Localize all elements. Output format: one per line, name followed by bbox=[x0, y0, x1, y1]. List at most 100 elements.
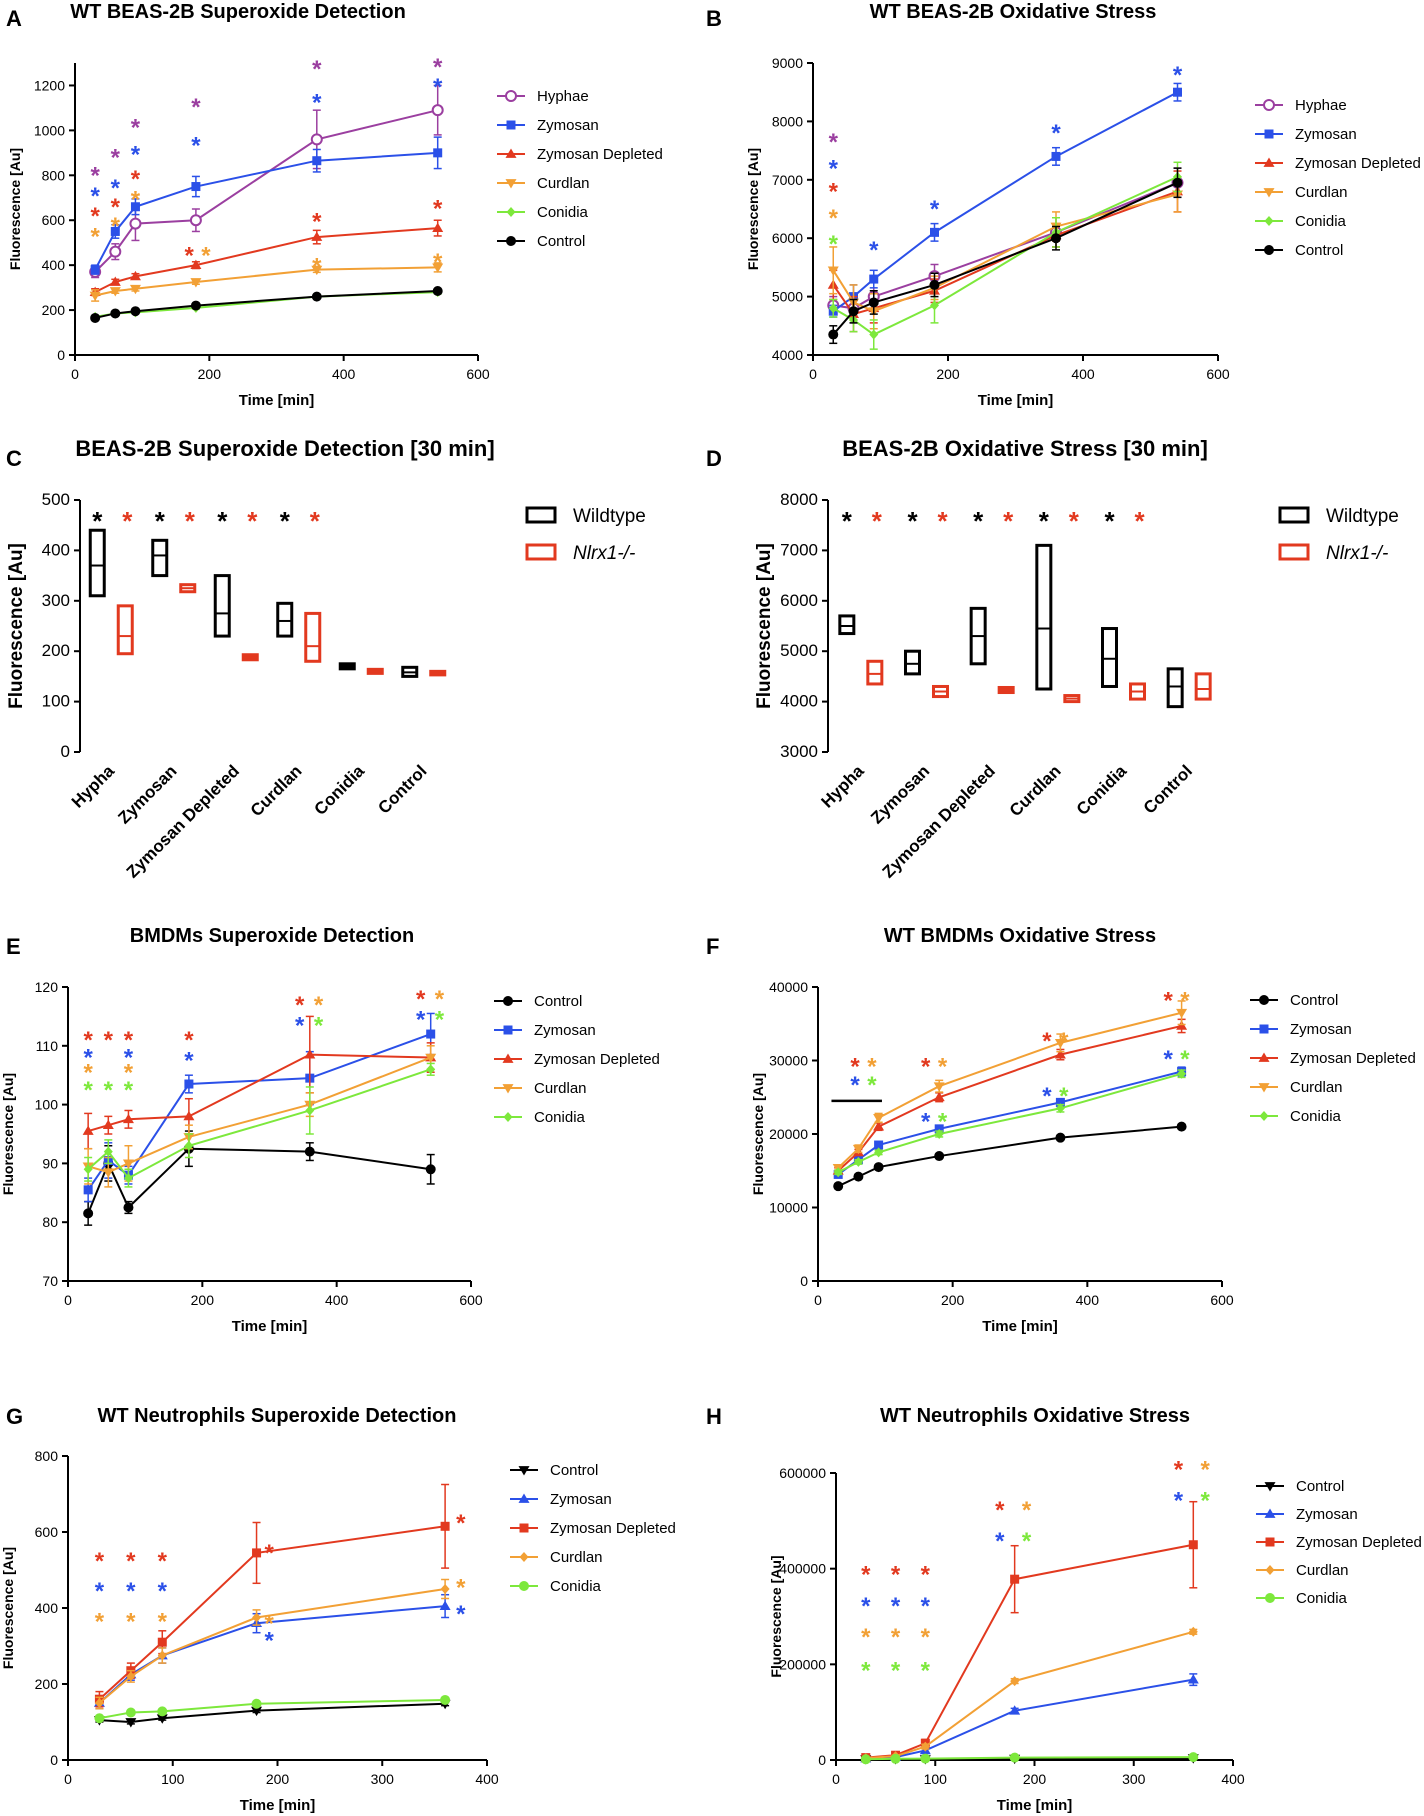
y-tick-label: 5000 bbox=[780, 641, 818, 660]
data-point bbox=[873, 1162, 884, 1173]
knockout-box bbox=[116, 604, 134, 656]
significance-star: * bbox=[95, 1609, 105, 1636]
legend: Wildtype Nlrx1-/- bbox=[525, 506, 646, 564]
data-point bbox=[827, 266, 839, 276]
significance-star: * bbox=[312, 254, 322, 281]
data-point bbox=[82, 1125, 94, 1135]
category-label: Control bbox=[374, 761, 430, 817]
legend-item: Zymosan Depleted bbox=[494, 1051, 660, 1068]
data-point bbox=[853, 1171, 864, 1182]
data-point bbox=[425, 1053, 437, 1064]
significance-star: * bbox=[191, 94, 201, 121]
significance-star: * bbox=[995, 1528, 1005, 1555]
legend-item: Zymosan bbox=[1255, 126, 1357, 143]
panel-title: BEAS-2B Oxidative Stress [30 min] bbox=[842, 436, 1208, 461]
significance-star: * bbox=[312, 209, 322, 236]
data-point bbox=[311, 291, 322, 302]
legend-marker bbox=[518, 1493, 530, 1503]
category-group: Hypha bbox=[68, 528, 134, 812]
significance-star: * bbox=[1022, 1528, 1032, 1555]
y-tick-label: 1200 bbox=[34, 77, 65, 93]
significance-star: * bbox=[435, 986, 445, 1013]
y-tick-label: 6000 bbox=[780, 591, 818, 610]
legend-marker bbox=[506, 207, 516, 217]
significance-star: * bbox=[416, 1006, 426, 1033]
panel-g: WT Neutrophils Superoxide Detection G 0 200… bbox=[0, 1404, 676, 1814]
legend-swatch bbox=[525, 543, 557, 561]
data-point bbox=[1173, 87, 1182, 97]
legend-label: Conidia bbox=[550, 1578, 602, 1595]
significance-star: * bbox=[867, 1054, 877, 1081]
legend-marker bbox=[1264, 216, 1274, 226]
data-point bbox=[190, 259, 202, 270]
data-point bbox=[1051, 151, 1061, 161]
y-tick-label: 5000 bbox=[772, 289, 803, 305]
significance-star: * bbox=[83, 1059, 93, 1086]
data-point bbox=[929, 279, 940, 290]
panel-title: WT BMDMs Oxidative Stress bbox=[884, 925, 1156, 947]
series-zymosan-depleted bbox=[832, 1018, 1188, 1175]
wildtype-box bbox=[1035, 543, 1053, 691]
y-axis-label: Fluorescence [Au] bbox=[0, 1547, 16, 1669]
legend-label: Curdlan bbox=[1290, 1079, 1343, 1096]
significance-star: * bbox=[158, 1609, 168, 1636]
legend-marker bbox=[1263, 188, 1275, 198]
legend: Wildtype Nlrx1-/- bbox=[1278, 506, 1399, 564]
legend: Control Zymosan Zymosan Depleted Curdlan Con… bbox=[510, 1462, 676, 1595]
significance-star: * bbox=[312, 90, 322, 117]
legend-marker bbox=[518, 1466, 530, 1476]
data-point bbox=[432, 263, 444, 273]
y-tick-label: 8000 bbox=[772, 113, 803, 129]
data-point bbox=[190, 300, 201, 311]
category-group: Control bbox=[374, 665, 447, 818]
data-point bbox=[1176, 1008, 1188, 1019]
data-point bbox=[252, 1548, 262, 1558]
y-tick-label: 400 bbox=[35, 1600, 59, 1616]
y-tick-label: 7000 bbox=[772, 172, 803, 188]
significance-star: * bbox=[264, 1611, 274, 1638]
significance-star: * bbox=[921, 1109, 931, 1136]
data-point bbox=[125, 1707, 136, 1718]
legend-label: Hyphae bbox=[1295, 97, 1347, 114]
data-point bbox=[920, 1741, 930, 1752]
significance-star: * bbox=[1042, 1028, 1052, 1055]
significance-star: * bbox=[891, 1624, 901, 1651]
legend-marker bbox=[519, 1523, 529, 1533]
series-conidia bbox=[860, 1752, 1199, 1765]
significance-star: * bbox=[937, 506, 948, 536]
panel-e: BMDMs Superoxide Detection E 70 80 90 100 110 1… bbox=[0, 925, 660, 1335]
data-point bbox=[125, 1718, 137, 1728]
y-axis-label: Fluorescence [Au] bbox=[7, 148, 23, 270]
data-point bbox=[1010, 1676, 1020, 1687]
series-line bbox=[94, 266, 438, 297]
legend-item: Zymosan Depleted bbox=[497, 146, 663, 163]
significance-star: * bbox=[111, 213, 121, 240]
panel-h: WT Neutrophils Oxidative Stress H 0 200000 4… bbox=[706, 1404, 1422, 1814]
legend-label: Wildtype bbox=[573, 506, 646, 527]
data-point bbox=[109, 287, 121, 297]
x-tick-label: 400 bbox=[1076, 1292, 1100, 1308]
data-point bbox=[310, 133, 323, 146]
series-conidia bbox=[833, 1068, 1187, 1178]
significance-star: * bbox=[264, 1628, 274, 1655]
x-tick-label: 300 bbox=[371, 1771, 395, 1787]
series-control bbox=[833, 1121, 1187, 1192]
legend-marker bbox=[519, 1552, 529, 1562]
legend-item: Zymosan Depleted bbox=[510, 1520, 676, 1537]
legend-item: Conidia bbox=[510, 1578, 602, 1595]
significance-star: * bbox=[921, 1593, 931, 1620]
significance-star: * bbox=[295, 992, 305, 1019]
y-tick-label: 200 bbox=[35, 1676, 59, 1692]
x-tick-label: 0 bbox=[832, 1771, 840, 1787]
y-tick-label: 400 bbox=[42, 540, 70, 559]
category-label: Curdlan bbox=[1006, 761, 1065, 820]
legend-marker bbox=[1258, 1052, 1270, 1062]
significance-star: * bbox=[921, 1054, 931, 1081]
data-point bbox=[102, 1168, 114, 1178]
data-point bbox=[90, 265, 100, 275]
data-point bbox=[312, 156, 322, 166]
y-tick-label: 90 bbox=[42, 1155, 58, 1171]
data-point bbox=[930, 227, 939, 237]
significance-star: * bbox=[247, 506, 258, 536]
